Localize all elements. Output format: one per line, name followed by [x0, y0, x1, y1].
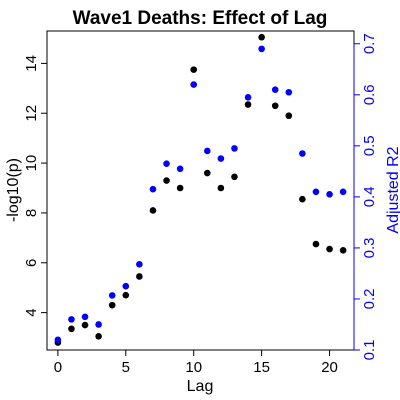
y-axis-right: 0.1 0.2 0.3 0.4 0.5 0.6 0.7: [353, 33, 378, 361]
data-point-adjusted-r2: [149, 185, 157, 193]
data-point-adjusted-r2: [231, 145, 238, 152]
data-point-neglog10p: [122, 291, 130, 299]
data-point-adjusted-r2: [95, 321, 102, 328]
y-right-tick-label: 0.5: [361, 135, 378, 156]
data-point-adjusted-r2: [339, 188, 347, 196]
series-neglog10p: [54, 33, 347, 346]
y-axis-right-label: Adjusted R2: [385, 146, 400, 233]
data-point-adjusted-r2: [258, 45, 265, 53]
data-point-adjusted-r2: [54, 336, 62, 344]
data-point-adjusted-r2: [163, 160, 170, 168]
data-point-neglog10p: [326, 245, 333, 253]
data-point-adjusted-r2: [285, 88, 293, 96]
y-right-tick-label: 0.2: [361, 289, 378, 310]
data-point-adjusted-r2: [312, 188, 320, 196]
data-point-adjusted-r2: [68, 316, 75, 323]
data-point-adjusted-r2: [271, 86, 279, 93]
data-point-neglog10p: [81, 321, 89, 329]
data-point-neglog10p: [136, 273, 143, 280]
data-point-neglog10p: [108, 301, 116, 309]
data-point-adjusted-r2: [136, 260, 143, 268]
x-axis: 0 5 10 15 20: [54, 350, 338, 376]
y-left-tick-label: 6: [23, 259, 40, 267]
data-point-neglog10p: [163, 177, 170, 184]
y-left-tick-label: 4: [23, 308, 40, 316]
data-point-adjusted-r2: [299, 150, 306, 157]
data-point-neglog10p: [149, 207, 157, 214]
data-point-adjusted-r2: [108, 292, 116, 299]
y-right-tick-label: 0.6: [361, 84, 378, 105]
data-point-neglog10p: [203, 169, 211, 177]
y-right-tick-label: 0.4: [361, 186, 378, 207]
data-point-neglog10p: [190, 66, 198, 73]
data-point-neglog10p: [312, 240, 320, 248]
data-point-neglog10p: [68, 325, 75, 333]
x-tick-label: 10: [185, 359, 202, 376]
plot-frame: [46, 30, 355, 351]
y-axis-left: 4 6 8 10 12 14: [23, 55, 47, 317]
data-point-adjusted-r2: [176, 165, 184, 173]
y-left-tick-label: 14: [23, 55, 40, 72]
data-point-neglog10p: [176, 184, 184, 192]
data-point-adjusted-r2: [217, 155, 225, 162]
chart-title: Wave1 Deaths: Effect of Lag: [73, 8, 328, 29]
data-point-neglog10p: [339, 247, 347, 254]
y-left-tick-label: 12: [23, 105, 40, 122]
data-point-neglog10p: [271, 102, 279, 110]
data-point-adjusted-r2: [81, 313, 89, 321]
y-left-tick-label: 10: [23, 155, 40, 172]
data-point-neglog10p: [244, 101, 252, 108]
x-tick-label: 15: [253, 359, 270, 376]
data-point-adjusted-r2: [326, 191, 333, 198]
y-right-tick-label: 0.1: [361, 340, 378, 361]
x-tick-label: 5: [122, 359, 130, 376]
y-right-tick-label: 0.3: [361, 237, 378, 258]
y-axis-left-label: -log10(p): [5, 158, 22, 222]
data-point-neglog10p: [285, 112, 293, 120]
data-point-neglog10p: [231, 173, 238, 181]
y-right-tick-label: 0.7: [361, 33, 378, 54]
x-tick-label: 20: [321, 359, 338, 376]
data-point-adjusted-r2: [203, 147, 211, 155]
x-tick-label: 0: [54, 359, 62, 376]
data-point-neglog10p: [95, 332, 102, 340]
x-axis-label: Lag: [187, 378, 214, 395]
y-left-tick-label: 8: [23, 209, 40, 217]
data-point-neglog10p: [217, 184, 225, 192]
data-point-adjusted-r2: [244, 94, 252, 101]
data-point-neglog10p: [258, 33, 265, 41]
data-point-adjusted-r2: [122, 282, 130, 290]
data-point-neglog10p: [299, 195, 306, 203]
series-adjusted-r2: [54, 45, 347, 344]
data-point-adjusted-r2: [190, 81, 198, 88]
